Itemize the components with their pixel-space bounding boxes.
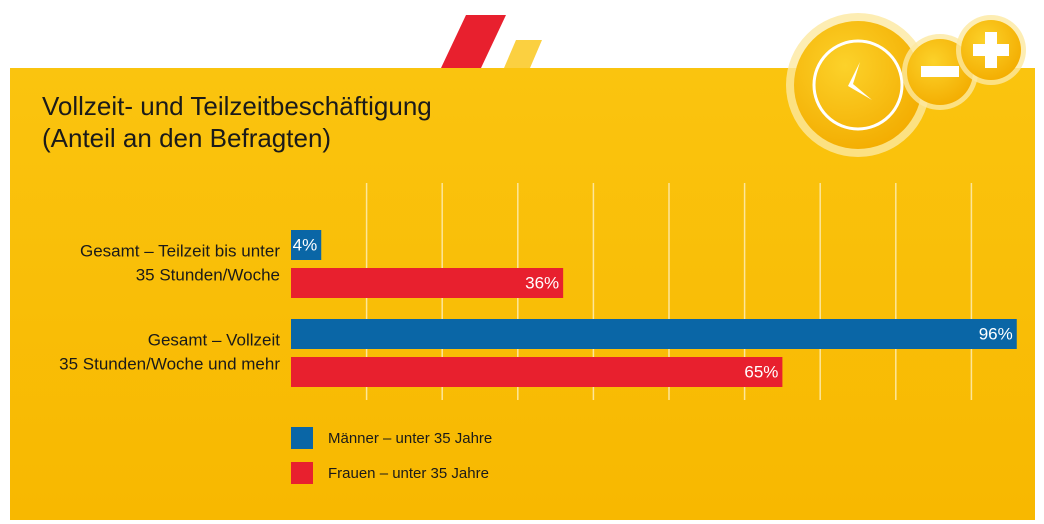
- category-label: 35 Stunden/Woche und mehr: [59, 354, 280, 373]
- bar: [291, 268, 564, 298]
- legend-label: Männer – unter 35 Jahre: [328, 430, 492, 447]
- red-slash: [441, 15, 506, 68]
- value-label: 4%: [293, 235, 318, 254]
- category-label: Gesamt – Vollzeit: [148, 330, 281, 349]
- category-label: Gesamt – Teilzeit bis unter: [80, 241, 280, 260]
- value-label: 36%: [525, 273, 559, 292]
- legend-label: Frauen – unter 35 Jahre: [328, 465, 489, 482]
- chart-subtitle: (Anteil an den Befragten): [42, 123, 331, 153]
- bar: [291, 230, 322, 260]
- bar: [291, 357, 783, 387]
- category-label: 35 Stunden/Woche: [136, 265, 280, 284]
- yellow-slash: [504, 40, 542, 68]
- value-label: 65%: [744, 362, 778, 381]
- value-label: 96%: [979, 324, 1013, 343]
- legend-swatch: [291, 427, 313, 449]
- bar: [291, 319, 1017, 349]
- clock-icon: [786, 13, 1026, 157]
- legend-swatch: [291, 462, 313, 484]
- chart-title: Vollzeit- und Teilzeitbeschäftigung: [42, 91, 432, 121]
